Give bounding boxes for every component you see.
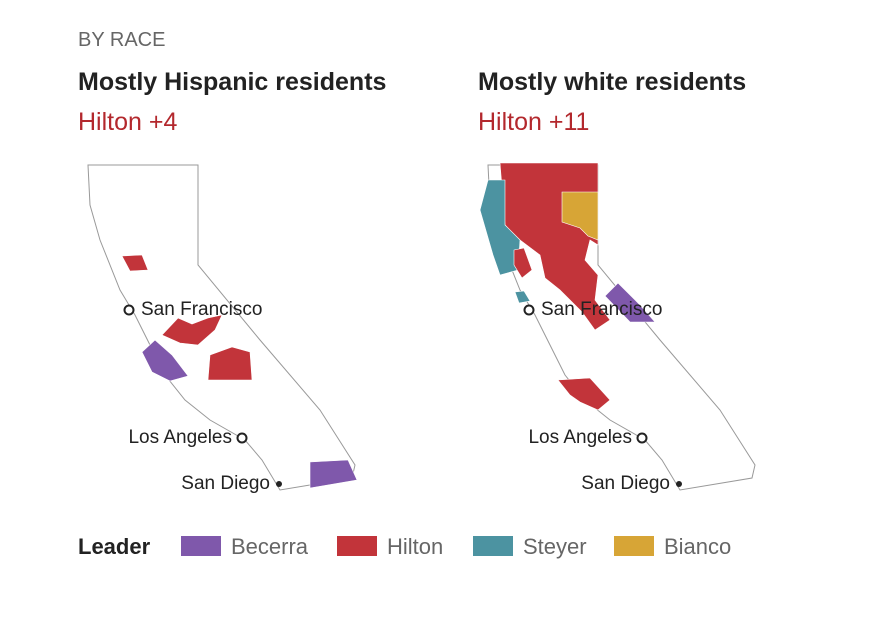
city-label: Los Angeles — [528, 427, 632, 448]
legend-label: Becerra — [231, 534, 309, 559]
city-marker — [636, 432, 648, 444]
legend-swatch — [337, 536, 377, 556]
city-marker — [236, 432, 248, 444]
county — [121, 254, 149, 272]
county — [513, 247, 533, 279]
map-title: Mostly white residents — [478, 68, 746, 96]
county — [514, 290, 531, 304]
city-label: San Francisco — [141, 299, 262, 320]
legend-swatch — [181, 536, 221, 556]
city-label: San Diego — [181, 473, 270, 494]
map — [87, 164, 358, 491]
city-marker — [523, 304, 535, 316]
map-subtitle: Hilton +11 — [478, 108, 589, 136]
city-marker — [276, 481, 282, 487]
county — [141, 339, 189, 382]
county — [604, 282, 656, 323]
county — [161, 314, 223, 346]
legend-label: Hilton — [387, 534, 443, 559]
map-title: Mostly Hispanic residents — [78, 68, 386, 96]
county — [207, 346, 253, 381]
legend-title: Leader — [78, 534, 151, 559]
city-label: Los Angeles — [128, 427, 232, 448]
county — [561, 191, 599, 241]
city-marker — [676, 481, 682, 487]
city-label: San Diego — [581, 473, 670, 494]
legend-swatch — [614, 536, 654, 556]
cities: San Francisco Los Angeles San Diego — [523, 299, 682, 494]
cities: San Francisco Los Angeles San Diego — [123, 299, 282, 494]
legend-label: Bianco — [664, 534, 731, 559]
legend: Leader Becerra Hilton Steyer Bianco — [78, 534, 731, 559]
map-subtitle: Hilton +4 — [78, 108, 177, 136]
county — [557, 377, 611, 411]
city-label: San Francisco — [541, 299, 662, 320]
legend-swatch — [473, 536, 513, 556]
county — [309, 459, 358, 489]
legend-label: Steyer — [523, 534, 587, 559]
city-marker — [123, 304, 135, 316]
section-label: BY RACE — [78, 29, 165, 51]
map — [479, 162, 756, 491]
